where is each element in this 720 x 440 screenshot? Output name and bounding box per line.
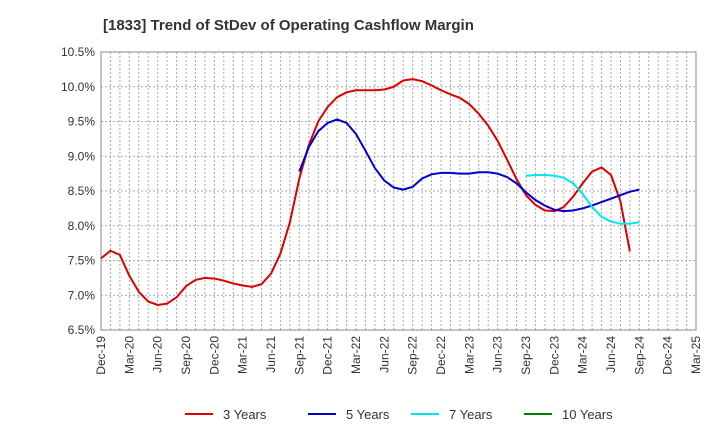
- y-tick-label: 8.0%: [68, 219, 96, 233]
- series-line-0: [100, 78, 631, 306]
- legend-label: 3 Years: [223, 407, 267, 422]
- y-tick-label: 9.0%: [68, 149, 96, 163]
- y-tick-label: 9.5%: [68, 115, 96, 129]
- legend-label: 7 Years: [449, 407, 493, 422]
- x-tick-label: Dec-19: [94, 336, 108, 375]
- legend: 3 Years 5 Years 7 Years 10 Years: [185, 407, 613, 422]
- y-tick-label: 6.5%: [68, 323, 96, 337]
- x-tick-label: Dec-21: [321, 336, 335, 375]
- y-tick-label: 10.0%: [61, 80, 95, 94]
- x-tick-label: Mar-22: [349, 336, 363, 374]
- x-tick-label: Mar-21: [236, 336, 250, 374]
- y-tick-label: 7.5%: [68, 254, 96, 268]
- y-tick-label: 7.0%: [68, 288, 96, 302]
- chart-title: [1833] Trend of StDev of Operating Cashf…: [103, 17, 474, 34]
- series-line-2: [525, 174, 640, 225]
- plot-area-border: [100, 51, 697, 331]
- x-tick-label: Jun-22: [377, 336, 391, 373]
- series-line-1: [298, 118, 640, 213]
- x-tick-label: Sep-20: [179, 336, 193, 375]
- x-tick-label: Dec-23: [547, 336, 561, 375]
- x-tick-label: Sep-24: [632, 336, 646, 375]
- y-tick-label: 8.5%: [68, 184, 96, 198]
- x-tick-label: Jun-23: [491, 336, 505, 373]
- x-tick-label: Sep-23: [519, 336, 533, 375]
- legend-label: 10 Years: [562, 407, 613, 422]
- y-axis: 6.5% 7.0% 7.5% 8.0% 8.5% 9.0% 9.5% 10.0% 10.5%: [61, 45, 95, 337]
- x-tick-label: Mar-25: [689, 336, 703, 374]
- x-tick-label: Sep-21: [292, 336, 306, 375]
- x-tick-label: Jun-20: [151, 336, 165, 373]
- series-lines: [100, 78, 640, 306]
- legend-label: 5 Years: [346, 407, 390, 422]
- x-tick-label: Mar-23: [462, 336, 476, 374]
- grid: [101, 52, 696, 330]
- x-tick-label: Sep-22: [406, 336, 420, 375]
- x-tick-label: Dec-24: [661, 336, 675, 375]
- x-tick-label: Jun-21: [264, 336, 278, 373]
- y-tick-label: 10.5%: [61, 45, 95, 59]
- x-tick-label: Jun-24: [604, 336, 618, 373]
- x-tick-label: Dec-20: [207, 336, 221, 375]
- x-tick-label: Dec-22: [434, 336, 448, 375]
- x-tick-label: Mar-24: [576, 336, 590, 374]
- x-tick-label: Mar-20: [122, 336, 136, 374]
- x-axis: Dec-19 Mar-20 Jun-20 Sep-20 Dec-20 Mar-21 Jun-…: [94, 336, 703, 375]
